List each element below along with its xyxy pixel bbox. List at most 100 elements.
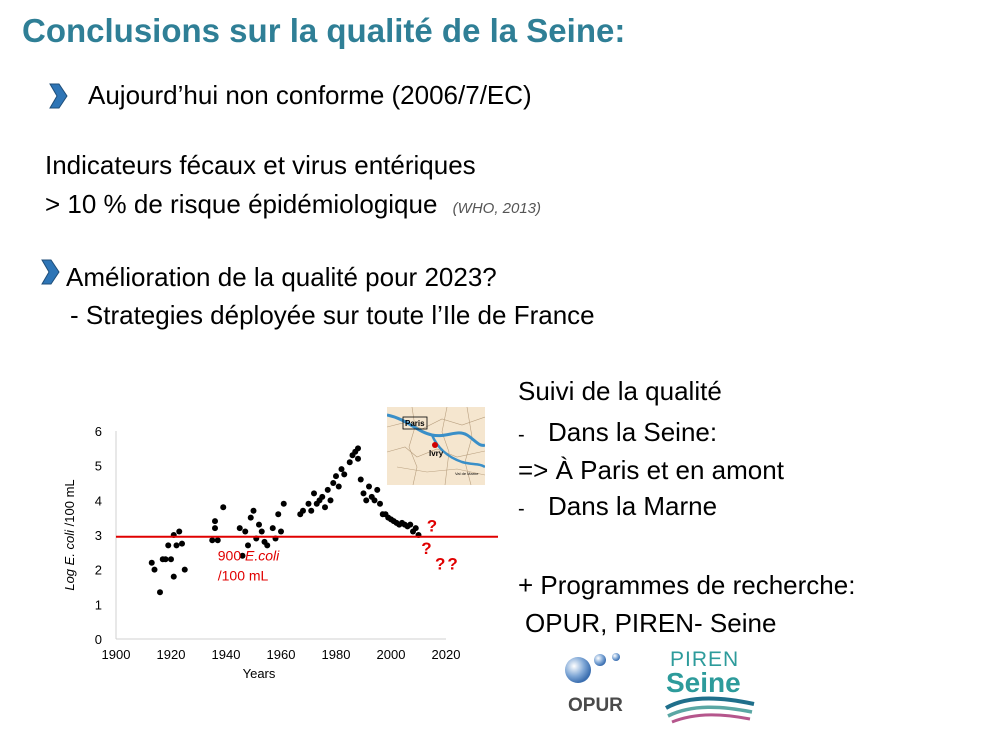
- indicators-line2: > 10 % de risque épidémiologique (WHO, 2…: [45, 189, 541, 220]
- x-tick-label: 2020: [432, 647, 461, 662]
- data-point: [360, 490, 367, 497]
- piren-waves-icon: PIREN Seine: [665, 648, 755, 724]
- y-tick-label: 2: [95, 563, 102, 578]
- data-point: [319, 493, 326, 500]
- monitoring-item-marne-label: Dans la Marne: [548, 491, 718, 521]
- research-programmes: OPUR, PIREN- Seine: [525, 608, 777, 638]
- x-tick-label: 1920: [157, 647, 186, 662]
- data-point: [212, 518, 218, 525]
- data-point: [157, 589, 163, 596]
- data-point: [324, 486, 331, 493]
- data-point: [236, 525, 243, 532]
- data-point: [269, 525, 276, 532]
- monitoring-heading: Suivi de la qualité: [518, 376, 722, 406]
- dash-marker: -: [518, 424, 525, 446]
- piren-seine-logo: PIREN Seine: [662, 646, 760, 724]
- opur-bubbles-icon: OPUR: [565, 653, 623, 716]
- piren-logo-bottom: Seine: [666, 667, 741, 698]
- bullet-compliance: Aujourd’hui non conforme (2006/7/EC): [88, 80, 532, 110]
- opur-logo: OPUR: [560, 648, 630, 716]
- ecoli-scatter-plot: 1900 1920 1940 1960 1980 2000 2020 0 1 2 3 4 5 6 Years…: [62, 424, 498, 681]
- data-point: [366, 483, 372, 490]
- data-point: [308, 507, 315, 514]
- data-point: [176, 528, 183, 535]
- y-axis-label-organism: E. coli: [62, 529, 77, 566]
- y-axis-label-unit: /100 mL: [62, 479, 77, 530]
- data-point: [256, 521, 262, 528]
- monitoring-item-marne: - Dans la Marne: [518, 491, 717, 522]
- y-axis-label-prefix: Log: [62, 565, 77, 590]
- ecoli-chart: 1900 1920 1940 1960 1980 2000 2020 0 1 2 3 4 5 6 Years…: [60, 405, 500, 695]
- data-point: [374, 486, 381, 493]
- y-axis-label: Log E. coli /100 mL: [62, 479, 77, 590]
- bullet-strategies: - Strategies déployée sur toute l’Ile de…: [70, 300, 595, 330]
- question-mark: ?: [421, 539, 433, 558]
- x-tick-label: 1900: [102, 647, 131, 662]
- map-label-paris: Paris: [405, 419, 425, 428]
- data-point: [412, 525, 419, 532]
- data-point: [322, 504, 328, 511]
- data-point: [327, 497, 334, 504]
- data-point: [333, 473, 339, 480]
- data-point: [275, 511, 282, 518]
- data-point: [330, 480, 337, 486]
- data-point: [209, 537, 216, 544]
- data-point: [162, 556, 169, 563]
- piren-logo-top: PIREN: [670, 648, 739, 671]
- data-point: [341, 471, 348, 478]
- data-point: [357, 476, 364, 483]
- question-mark: ?: [427, 517, 439, 536]
- x-axis-label: Years: [243, 666, 276, 681]
- data-point: [355, 445, 361, 452]
- opur-logo-text: OPUR: [568, 695, 623, 716]
- indicators-line1: Indicateurs fécaux et virus entériques: [45, 150, 476, 180]
- data-point: [355, 455, 361, 462]
- x-tick-label: 2000: [377, 647, 406, 662]
- data-point: [170, 573, 177, 580]
- bullet-improvement: Amélioration de la qualité pour 2023?: [66, 262, 497, 292]
- arrow-bullet-icon: [41, 259, 60, 285]
- risk-text: > 10 % de risque épidémiologique: [45, 189, 438, 219]
- data-point: [258, 528, 265, 535]
- y-tick-label: 5: [95, 459, 102, 474]
- data-point: [280, 500, 287, 507]
- monitoring-item-seine: - Dans la Seine:: [518, 417, 717, 448]
- threshold-label-value: 900: [218, 548, 245, 564]
- data-point: [377, 500, 383, 507]
- monitoring-item-seine-label: Dans la Seine:: [548, 417, 718, 447]
- y-tick-label: 0: [95, 632, 102, 647]
- data-point: [278, 528, 284, 535]
- data-point: [168, 556, 174, 563]
- data-point: [264, 542, 271, 549]
- data-point: [212, 525, 218, 532]
- data-point: [247, 514, 254, 521]
- data-point: [346, 459, 353, 466]
- x-tick-label: 1960: [267, 647, 296, 662]
- data-point: [242, 528, 249, 535]
- x-tick-label: 1940: [212, 647, 241, 662]
- threshold-label-line2: /100 mL: [218, 568, 269, 584]
- question-mark: ??: [435, 555, 460, 574]
- data-point: [165, 542, 172, 549]
- data-point: [148, 559, 155, 566]
- data-point: [220, 504, 227, 511]
- data-point: [407, 521, 414, 528]
- seine-map-inset: Paris Ivry Val de Marne: [387, 407, 485, 485]
- arrow-bullet-icon: [49, 83, 68, 109]
- y-tick-label: 3: [95, 528, 102, 543]
- data-point: [179, 540, 185, 547]
- threshold-label-organism: E.coli: [245, 548, 280, 564]
- data-point: [250, 507, 257, 514]
- threshold-label-line1: 900 E.coli: [218, 548, 280, 564]
- data-point: [239, 552, 246, 559]
- data-point: [214, 537, 221, 544]
- data-point: [300, 507, 306, 514]
- data-point: [245, 542, 251, 549]
- y-tick-label: 6: [95, 424, 102, 439]
- monitoring-detail-paris: => À Paris et en amont: [518, 455, 784, 485]
- x-tick-label: 1980: [322, 647, 351, 662]
- map-label-ivry: Ivry: [429, 449, 444, 458]
- slide-title: Conclusions sur la qualité de la Seine:: [22, 12, 626, 49]
- data-point: [338, 466, 345, 473]
- data-point: [181, 566, 188, 573]
